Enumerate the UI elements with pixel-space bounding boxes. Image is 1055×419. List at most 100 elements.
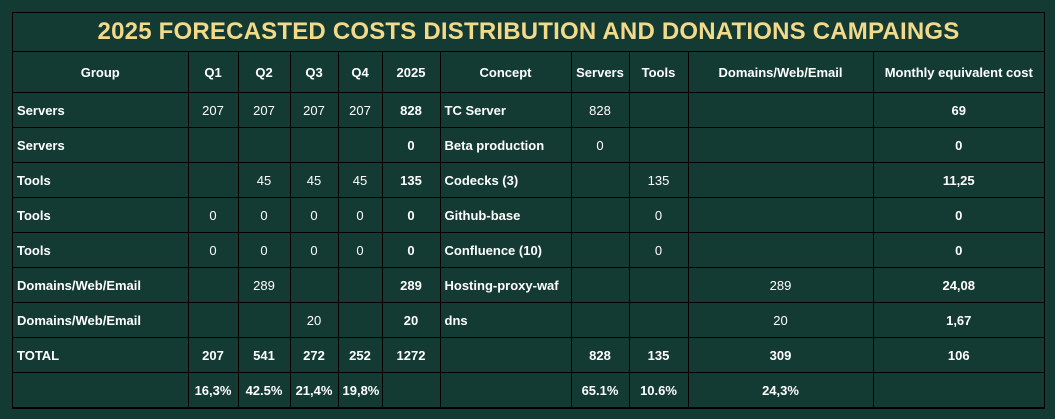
cell-q1	[187, 162, 239, 198]
cell-group: Tools	[13, 162, 189, 198]
cell-q2: 0	[237, 232, 291, 268]
cell-q2: 207	[237, 92, 291, 128]
cell-q2	[237, 302, 291, 338]
table-row: Domains/Web/Email 289 289 Hosting-proxy-…	[13, 267, 1044, 303]
total-q4: 252	[337, 337, 383, 373]
percent-domains: 24,3%	[687, 372, 874, 408]
header-domains: Domains/Web/Email	[687, 52, 874, 93]
total-monthly: 106	[872, 337, 1044, 373]
table-row: Servers 0 Beta production 0 0	[13, 127, 1044, 163]
cell-monthly: 24,08	[872, 267, 1044, 303]
sheet-title: 2025 FORECASTED COSTS DISTRIBUTION AND D…	[13, 13, 1044, 52]
cell-group: Domains/Web/Email	[13, 302, 189, 338]
cell-group: Domains/Web/Email	[13, 267, 189, 303]
total-row: TOTAL 207 541 272 252 1272 828 135 309 1…	[13, 337, 1044, 373]
percent-label	[13, 372, 189, 408]
cell-concept: Confluence (10)	[439, 232, 572, 268]
cell-q4	[337, 302, 383, 338]
cell-group: Servers	[13, 92, 189, 128]
cell-monthly: 0	[872, 127, 1044, 163]
cell-q3: 0	[289, 232, 339, 268]
percent-q1: 16,3%	[187, 372, 239, 408]
header-2025: 2025	[381, 52, 441, 93]
total-label: TOTAL	[13, 337, 189, 373]
total-2025: 1272	[381, 337, 441, 373]
table-row: Tools 45 45 45 135 Codecks (3) 135 11,25	[13, 162, 1044, 198]
cell-group: Tools	[13, 197, 189, 233]
cell-q2: 45	[237, 162, 291, 198]
cell-q3: 0	[289, 197, 339, 233]
total-q3: 272	[289, 337, 339, 373]
cell-q2	[237, 127, 291, 163]
cell-q4: 0	[337, 197, 383, 233]
table-row: Tools 0 0 0 0 0 Github-base 0 0	[13, 197, 1044, 233]
cell-2025: 289	[381, 267, 441, 303]
cell-q3: 207	[289, 92, 339, 128]
cell-domains: 20	[687, 302, 874, 338]
cell-monthly: 0	[872, 197, 1044, 233]
cell-servers	[570, 267, 630, 303]
header-q1: Q1	[187, 52, 239, 93]
header-q3: Q3	[289, 52, 339, 93]
cell-q3	[289, 127, 339, 163]
header-group: Group	[13, 52, 189, 93]
header-monthly: Monthly equivalent cost	[872, 52, 1044, 93]
percent-q4: 19,8%	[337, 372, 383, 408]
percent-monthly	[872, 372, 1044, 408]
cell-concept: Hosting-proxy-waf	[439, 267, 572, 303]
cell-monthly: 0	[872, 232, 1044, 268]
total-domains: 309	[687, 337, 874, 373]
header-tools: Tools	[628, 52, 689, 93]
total-tools: 135	[628, 337, 689, 373]
header-q4: Q4	[337, 52, 383, 93]
cell-q1	[187, 267, 239, 303]
cell-q4: 0	[337, 232, 383, 268]
header-servers: Servers	[570, 52, 630, 93]
percent-2025	[381, 372, 441, 408]
table-row: Tools 0 0 0 0 0 Confluence (10) 0 0	[13, 232, 1044, 268]
percent-row: 16,3% 42.5% 21,4% 19,8% 65.1% 10.6% 24,3…	[13, 372, 1044, 408]
cell-domains	[687, 197, 874, 233]
total-concept	[439, 337, 572, 373]
cell-servers	[570, 302, 630, 338]
cell-concept: TC Server	[439, 92, 572, 128]
table-row: Servers 207 207 207 207 828 TC Server 82…	[13, 92, 1044, 128]
cell-tools: 135	[628, 162, 689, 198]
cell-2025: 20	[381, 302, 441, 338]
cell-q1: 0	[187, 232, 239, 268]
cell-2025: 135	[381, 162, 441, 198]
cell-servers	[570, 232, 630, 268]
cell-q4: 207	[337, 92, 383, 128]
cell-domains: 289	[687, 267, 874, 303]
cell-monthly: 69	[872, 92, 1044, 128]
cell-q1	[187, 302, 239, 338]
cell-q2: 0	[237, 197, 291, 233]
cell-domains	[687, 92, 874, 128]
cell-concept: Github-base	[439, 197, 572, 233]
cell-group: Servers	[13, 127, 189, 163]
cell-monthly: 1,67	[872, 302, 1044, 338]
cell-q1: 0	[187, 197, 239, 233]
header-q2: Q2	[237, 52, 291, 93]
cell-monthly: 11,25	[872, 162, 1044, 198]
total-q2: 541	[237, 337, 291, 373]
percent-q3: 21,4%	[289, 372, 339, 408]
cell-tools	[628, 267, 689, 303]
cell-servers: 828	[570, 92, 630, 128]
header-concept: Concept	[439, 52, 572, 93]
cell-domains	[687, 162, 874, 198]
cell-q1: 207	[187, 92, 239, 128]
cell-concept: Codecks (3)	[439, 162, 572, 198]
percent-concept	[439, 372, 572, 408]
cell-2025: 0	[381, 197, 441, 233]
cell-tools	[628, 92, 689, 128]
cell-q3: 20	[289, 302, 339, 338]
cell-q4: 45	[337, 162, 383, 198]
cell-servers	[570, 162, 630, 198]
header-row: Group Q1 Q2 Q3 Q4 2025 Concept Servers T…	[13, 52, 1044, 93]
total-servers: 828	[570, 337, 630, 373]
spreadsheet: 2025 FORECASTED COSTS DISTRIBUTION AND D…	[12, 12, 1045, 409]
cell-2025: 0	[381, 232, 441, 268]
percent-servers: 65.1%	[570, 372, 630, 408]
cell-servers: 0	[570, 127, 630, 163]
